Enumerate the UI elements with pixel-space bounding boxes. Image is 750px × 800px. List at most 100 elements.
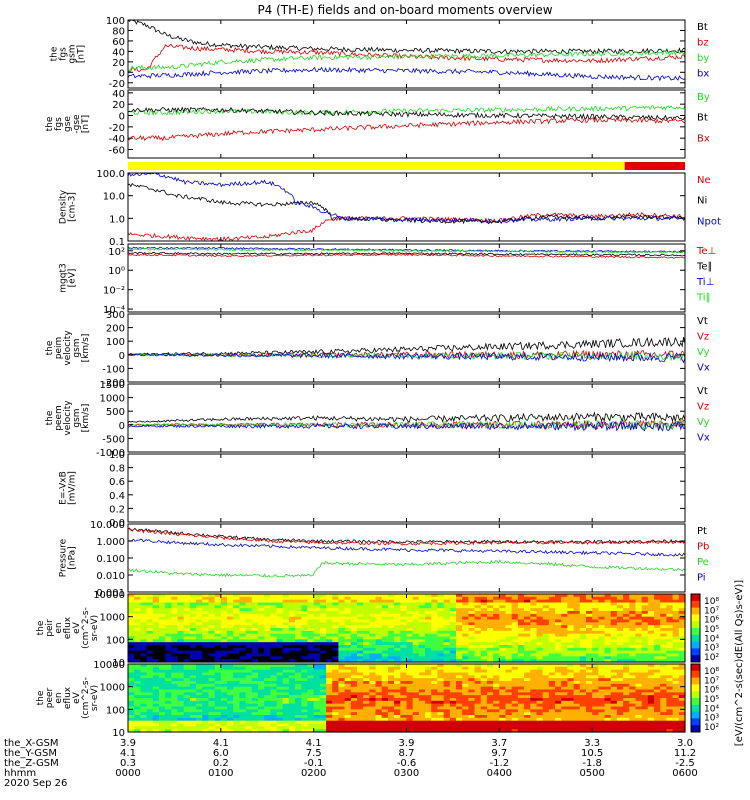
spectrogram-cell xyxy=(641,594,649,598)
spectrogram-cell xyxy=(579,613,587,618)
spectrogram-cell xyxy=(610,664,618,668)
spectrogram-cell xyxy=(251,715,259,719)
spectrogram-cell xyxy=(363,664,370,668)
spectrogram-cell xyxy=(140,599,148,604)
spectrogram-cell xyxy=(350,599,358,604)
spectrogram-cell xyxy=(264,720,271,725)
spectrogram-cell xyxy=(301,613,309,618)
spectrogram-cell xyxy=(319,703,327,708)
spectrogram-cell xyxy=(344,636,352,640)
spectrogram-cell xyxy=(511,678,519,682)
spectrogram-cell xyxy=(536,602,544,606)
spectrogram-cell xyxy=(579,720,587,725)
spectrogram-cell xyxy=(282,698,290,702)
spectrogram-cell xyxy=(524,666,531,671)
spectrogram-cell xyxy=(350,672,358,676)
spectrogram-cell xyxy=(493,700,500,705)
spectrogram-cell xyxy=(233,628,240,632)
spectrogram-cell xyxy=(214,608,222,612)
spectrogram-cell xyxy=(629,703,637,708)
spectrogram-cell xyxy=(486,596,494,601)
spectrogram-cell xyxy=(394,605,401,609)
spectrogram-cell xyxy=(573,729,581,733)
spectrogram-cell xyxy=(375,642,383,646)
spectrogram-cell xyxy=(282,645,290,649)
spectrogram-cell xyxy=(338,723,346,727)
spectrogram-cell xyxy=(666,619,674,623)
spectrogram-cell xyxy=(536,664,544,668)
spectrogram-cell xyxy=(264,669,271,674)
spectrogram-cell xyxy=(641,628,649,632)
spectrogram-cell xyxy=(276,689,284,693)
spectrogram-cell xyxy=(431,647,439,652)
spectrogram-cell xyxy=(616,715,624,719)
spectrogram-cell xyxy=(171,594,179,598)
spectrogram-cell xyxy=(350,729,358,733)
spectrogram-cell xyxy=(598,599,606,604)
spectrogram-cell xyxy=(585,686,593,691)
spectrogram-cell xyxy=(189,681,197,685)
spectrogram-cell xyxy=(561,650,569,655)
series-peem-velocity-Vx xyxy=(127,420,686,432)
spectrogram-cell xyxy=(276,675,284,679)
spectrogram-cell xyxy=(660,717,668,722)
spectrogram-cell xyxy=(363,686,370,691)
spectrogram-cell xyxy=(338,726,346,730)
spectrogram-cell xyxy=(530,636,538,640)
spectrogram-cell xyxy=(158,630,166,635)
legend-pressure-1: Pb xyxy=(697,542,709,553)
spectrogram-cell xyxy=(270,698,278,702)
spectrogram-cell xyxy=(425,706,432,710)
spectrogram-cell xyxy=(245,611,253,615)
spectrogram-cell xyxy=(437,686,445,691)
spectrogram-cell xyxy=(412,717,420,722)
ylabel: peer xyxy=(45,687,55,708)
spectrogram-cell xyxy=(288,666,296,671)
spectrogram-cell xyxy=(140,605,148,609)
spectrogram-cell xyxy=(165,681,172,685)
spectrogram-cell xyxy=(592,686,599,691)
spectrogram-cell xyxy=(530,619,538,623)
spectrogram-cell xyxy=(511,712,519,716)
spectrogram-cell xyxy=(400,712,408,716)
spectrogram-cell xyxy=(282,608,290,612)
spectrogram-cell xyxy=(567,613,575,618)
spectrogram-cell xyxy=(635,659,643,663)
spectrogram-cell xyxy=(245,605,253,609)
spectrogram-cell xyxy=(282,689,290,693)
spectrogram-cell xyxy=(257,599,265,604)
spectrogram-cell xyxy=(276,720,284,725)
spectrogram-cell xyxy=(196,672,203,676)
spectrogram-cell xyxy=(412,692,420,696)
spectrogram-cell xyxy=(598,692,606,696)
spectrogram-cell xyxy=(425,659,432,663)
spectrogram-cell xyxy=(449,683,457,688)
spectrogram-cell xyxy=(567,709,575,713)
spectrogram-cell xyxy=(542,726,550,730)
spectrogram-cell xyxy=(412,706,420,710)
spectrogram-cell xyxy=(276,703,284,708)
spectrogram-cell xyxy=(592,689,599,693)
spectrogram-cell xyxy=(412,681,420,685)
spectrogram-cell xyxy=(220,642,228,646)
spectrogram-cell xyxy=(406,672,414,676)
spectrogram-cell xyxy=(140,659,148,663)
spectrogram-cell xyxy=(678,729,686,733)
spectrogram-cell xyxy=(307,726,315,730)
spectrogram-cell xyxy=(499,659,507,663)
spectrogram-cell xyxy=(610,726,618,730)
spectrogram-cell xyxy=(276,642,284,646)
spectrogram-cell xyxy=(208,700,216,705)
spectrogram-cell xyxy=(678,720,686,725)
spectrogram-cell xyxy=(338,616,346,621)
spectrogram-cell xyxy=(480,633,488,638)
spectrogram-cell xyxy=(616,664,624,668)
spectrogram-cell xyxy=(220,616,228,621)
legend-moments-t-2: Ti⊥ xyxy=(696,277,714,288)
spectrogram-cell xyxy=(579,717,587,722)
spectrogram-cell xyxy=(598,675,606,679)
ytick-label: 10⁻² xyxy=(103,286,125,297)
spectrogram-cell xyxy=(140,706,148,710)
colorbar-tick: 10⁷ xyxy=(704,676,719,686)
spectrogram-cell xyxy=(257,695,265,699)
